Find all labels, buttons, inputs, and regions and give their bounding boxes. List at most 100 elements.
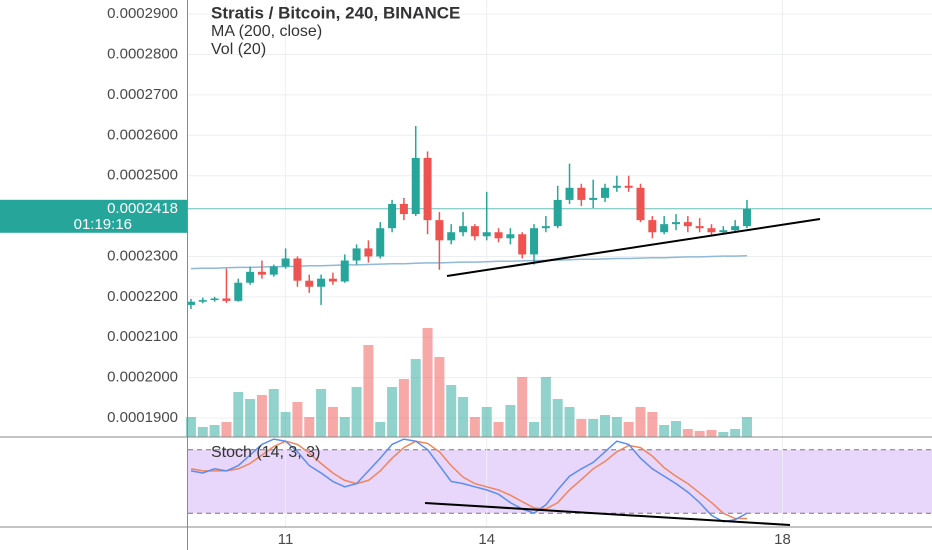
candle-body bbox=[719, 230, 728, 233]
x-tick-label: 18 bbox=[774, 531, 791, 548]
volume-bar bbox=[529, 422, 540, 437]
marks bbox=[185, 0, 932, 527]
candle-body bbox=[553, 199, 562, 227]
price-label: 0.0002418 bbox=[107, 200, 178, 217]
price-label-box bbox=[0, 199, 187, 233]
y-tick-label: 0.0002100 bbox=[107, 328, 178, 345]
candle-body bbox=[364, 248, 373, 257]
legend-entry: Vol (20) bbox=[211, 41, 266, 58]
candle-body bbox=[281, 258, 290, 267]
volume-bar bbox=[185, 417, 196, 437]
volume-bar bbox=[245, 399, 256, 437]
candle-body bbox=[257, 271, 266, 275]
volume-bar bbox=[481, 407, 492, 437]
candle-body bbox=[731, 226, 740, 231]
candle-body bbox=[317, 278, 326, 287]
candle-body bbox=[671, 222, 680, 225]
volume-bar bbox=[233, 392, 244, 437]
candle-body bbox=[305, 280, 314, 287]
candle-body bbox=[423, 157, 432, 221]
x-tick-label: 11 bbox=[278, 531, 294, 548]
candle-body bbox=[695, 226, 704, 229]
volume-bar bbox=[434, 357, 445, 437]
candle-body bbox=[707, 228, 716, 233]
candle-body bbox=[742, 208, 751, 227]
candle-body bbox=[352, 248, 361, 261]
candle-body bbox=[186, 301, 195, 305]
volume-bar bbox=[682, 429, 693, 437]
volume-bar bbox=[268, 389, 279, 437]
volume-bar bbox=[422, 328, 433, 437]
volume-bar bbox=[363, 345, 374, 437]
y-tick-label: 0.0002700 bbox=[107, 86, 178, 103]
trend-line bbox=[424, 502, 791, 526]
candle-body bbox=[376, 228, 385, 257]
candle-body bbox=[648, 220, 657, 233]
candle-body bbox=[506, 234, 515, 239]
y-tick-label: 0.0002800 bbox=[107, 45, 178, 62]
candle-body bbox=[541, 226, 550, 229]
volume-bar bbox=[659, 425, 670, 437]
candle-body bbox=[601, 187, 610, 198]
volume-bar bbox=[505, 405, 516, 437]
legend-entry: Stoch (14, 3, 3) bbox=[211, 444, 320, 461]
candle-body bbox=[530, 228, 539, 255]
volume-bar bbox=[564, 407, 575, 437]
volume-bar bbox=[304, 417, 315, 437]
candle-body bbox=[612, 185, 621, 188]
candle-body bbox=[246, 271, 255, 283]
volume-bar bbox=[292, 402, 303, 437]
volume-bar bbox=[316, 389, 327, 437]
volume-bar bbox=[469, 417, 480, 437]
volume-bar bbox=[706, 430, 717, 437]
x-tick-label: 14 bbox=[478, 531, 495, 548]
volume-bar bbox=[517, 377, 528, 437]
y-tick-label: 0.0002600 bbox=[107, 126, 178, 143]
candle-body bbox=[494, 232, 503, 239]
volume-bar bbox=[600, 415, 611, 437]
volume-bar bbox=[552, 399, 563, 437]
volume-bar bbox=[588, 419, 599, 437]
volume-bar bbox=[410, 359, 421, 437]
candle-body bbox=[660, 224, 669, 233]
y-tick-label: 0.0002900 bbox=[107, 5, 178, 22]
volume-bar bbox=[647, 412, 658, 437]
y-tick-label: 0.0002200 bbox=[107, 288, 178, 305]
candle-body bbox=[222, 298, 231, 301]
trend-line bbox=[446, 218, 821, 277]
volume-bar bbox=[375, 422, 386, 437]
volume-bar bbox=[576, 419, 587, 437]
ma-line bbox=[190, 254, 748, 270]
legend-entry: MA (200, close) bbox=[211, 23, 322, 40]
volume-bar bbox=[197, 427, 208, 437]
candle-body bbox=[435, 220, 444, 241]
volume-bar bbox=[446, 385, 457, 437]
candle-body bbox=[470, 226, 479, 237]
candle-body bbox=[589, 197, 598, 200]
candle-body bbox=[293, 258, 302, 281]
stoch-line bbox=[190, 440, 747, 520]
stoch-line bbox=[190, 438, 748, 523]
candle-body bbox=[565, 187, 574, 200]
candle-body bbox=[340, 260, 349, 282]
candle-body bbox=[399, 203, 408, 215]
chart-title: Stratis / Bitcoin, 240, BINANCE bbox=[211, 3, 460, 22]
volume-bar bbox=[694, 431, 705, 437]
volume-bar bbox=[540, 377, 551, 437]
candle-body bbox=[459, 226, 468, 233]
y-tick-label: 0.0002500 bbox=[107, 167, 178, 184]
candle-body bbox=[577, 187, 586, 200]
y-tick-label: 0.0001900 bbox=[107, 409, 178, 426]
candle-body bbox=[624, 185, 633, 188]
volume-bar bbox=[351, 387, 362, 437]
volume-bar bbox=[623, 422, 634, 437]
volume-bar bbox=[398, 379, 409, 437]
volume-bar bbox=[730, 429, 741, 437]
candle-body bbox=[269, 266, 278, 275]
candle-body bbox=[636, 187, 645, 221]
volume-bar bbox=[209, 425, 220, 437]
volume-bar bbox=[718, 432, 729, 437]
candle-body bbox=[234, 282, 243, 301]
candle-body bbox=[447, 232, 456, 241]
